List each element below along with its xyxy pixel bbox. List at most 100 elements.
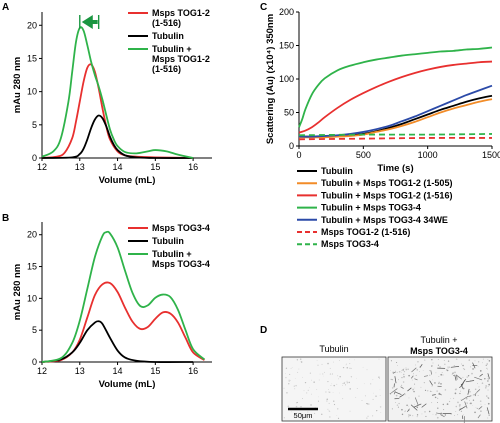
- micrograph-speck: [474, 360, 476, 362]
- micrograph-speck: [422, 370, 424, 371]
- micrograph-speck: [364, 395, 367, 397]
- micrograph-speck: [459, 392, 461, 395]
- chart-b-x-tick-label: 13: [75, 366, 85, 376]
- micrograph-speck: [443, 409, 445, 411]
- micrograph-speck: [437, 397, 439, 399]
- micrograph-speck: [372, 379, 374, 381]
- chart-c-series-line-6: [298, 137, 493, 141]
- chart-c-y-tick-label: 0: [289, 141, 294, 151]
- micrograph-speck: [486, 378, 488, 380]
- micrograph-speck: [375, 395, 377, 397]
- micrograph-speck: [407, 368, 409, 371]
- micrograph-speck: [297, 371, 299, 373]
- micrograph-speck: [285, 367, 288, 369]
- micrograph-speck: [457, 414, 459, 416]
- micrograph-speck: [355, 396, 357, 398]
- micrograph-speck: [350, 376, 353, 378]
- micrograph-fiber: [467, 388, 470, 395]
- chart-c-series-line-3: [298, 60, 493, 134]
- micrograph-speck: [462, 376, 464, 378]
- micrograph-speck: [378, 376, 380, 378]
- micrograph-speck: [424, 359, 426, 361]
- micrograph-tubulin-texture: [283, 358, 382, 420]
- chart-a-y-tick-label: 0: [32, 153, 37, 163]
- chart-a-x-tick-label: 12: [37, 162, 47, 172]
- micrograph-speck: [328, 391, 331, 393]
- micrograph-speck: [311, 379, 313, 381]
- micrograph-speck: [440, 383, 442, 385]
- micrograph-panel: Tubulin Tubulin + Msps TOG3-4 50μm: [281, 335, 493, 423]
- micrograph-fiber: [454, 374, 457, 381]
- micrograph-speck: [327, 362, 329, 365]
- micrograph-speck: [349, 367, 351, 369]
- micrograph-speck: [439, 366, 441, 368]
- micrograph-speck: [487, 386, 489, 388]
- micrograph-speck: [291, 411, 293, 413]
- micrograph-speck: [362, 366, 364, 368]
- micrograph-speck: [339, 376, 341, 378]
- micrograph-speck: [293, 385, 296, 387]
- micrograph-fiber: [410, 375, 414, 379]
- micrograph-speck: [453, 397, 455, 399]
- micrograph-fiber: [406, 408, 410, 413]
- micrograph-speck: [336, 383, 338, 385]
- micrograph-speck: [450, 413, 452, 415]
- micrograph-speck: [417, 361, 419, 363]
- micrograph-speck: [373, 392, 374, 394]
- micrograph-speck: [338, 359, 340, 361]
- micrograph-speck: [425, 415, 427, 417]
- micrograph-speck: [477, 361, 480, 363]
- micrograph-fiber: [460, 395, 469, 402]
- micrograph-speck: [457, 401, 459, 404]
- micrograph-speck: [288, 379, 290, 381]
- chart-a-series-line-3: [41, 26, 194, 159]
- micrograph-speck: [333, 403, 336, 406]
- micrograph-speck: [300, 360, 302, 362]
- micrograph-speck: [307, 415, 309, 417]
- micrograph-speck: [372, 398, 374, 400]
- micrograph-speck: [321, 363, 323, 365]
- micrograph-speck: [431, 359, 433, 361]
- micrograph-fiber: [487, 373, 490, 379]
- micrograph-speck: [303, 390, 305, 392]
- chart-c-y-tick-label: 150: [279, 41, 294, 51]
- micrograph-speck: [408, 414, 410, 416]
- micrograph-speck: [453, 374, 455, 377]
- chart-c-legend-label-5: Tubulin + Msps TOG3-4 34WE: [321, 215, 448, 225]
- micrograph-fiber: [464, 401, 468, 409]
- micrograph-speck: [372, 415, 374, 417]
- micrograph-speck: [350, 367, 352, 370]
- micrograph-speck: [408, 397, 410, 399]
- micrograph-fiber: [460, 378, 467, 386]
- micrograph-speck: [455, 388, 457, 390]
- micrograph-speck: [437, 402, 439, 403]
- micrograph-speck: [438, 381, 440, 383]
- micrograph-speck: [349, 359, 350, 360]
- micrograph-speck: [432, 362, 434, 364]
- micrograph-speck: [412, 388, 415, 391]
- micrograph-speck: [390, 370, 392, 371]
- micrograph-speck: [455, 405, 458, 408]
- micrograph-speck: [436, 390, 438, 392]
- micrograph-speck: [370, 383, 372, 385]
- micrograph-speck: [400, 384, 403, 387]
- micrograph-speck: [434, 382, 436, 384]
- micrograph-speck: [316, 360, 318, 361]
- micrograph-speck: [487, 369, 488, 371]
- micrograph-speck: [487, 380, 489, 382]
- micrograph-speck: [416, 416, 418, 418]
- micrograph-fiber: [450, 366, 460, 368]
- micrograph-speck: [488, 414, 490, 416]
- micrograph-speck: [444, 389, 447, 391]
- micrograph-right-title-line2: Msps TOG3-4: [410, 346, 468, 356]
- micrograph-fiber: [479, 373, 483, 377]
- micrograph-speck: [391, 379, 393, 380]
- micrograph-fiber: [435, 412, 443, 415]
- micrograph-speck: [486, 363, 489, 365]
- micrograph-speck: [466, 376, 468, 378]
- micrograph-speck: [402, 369, 404, 371]
- micrograph-speck: [472, 394, 474, 396]
- micrograph-speck: [466, 402, 468, 404]
- micrograph-speck: [327, 381, 329, 383]
- micrograph-speck: [401, 377, 403, 379]
